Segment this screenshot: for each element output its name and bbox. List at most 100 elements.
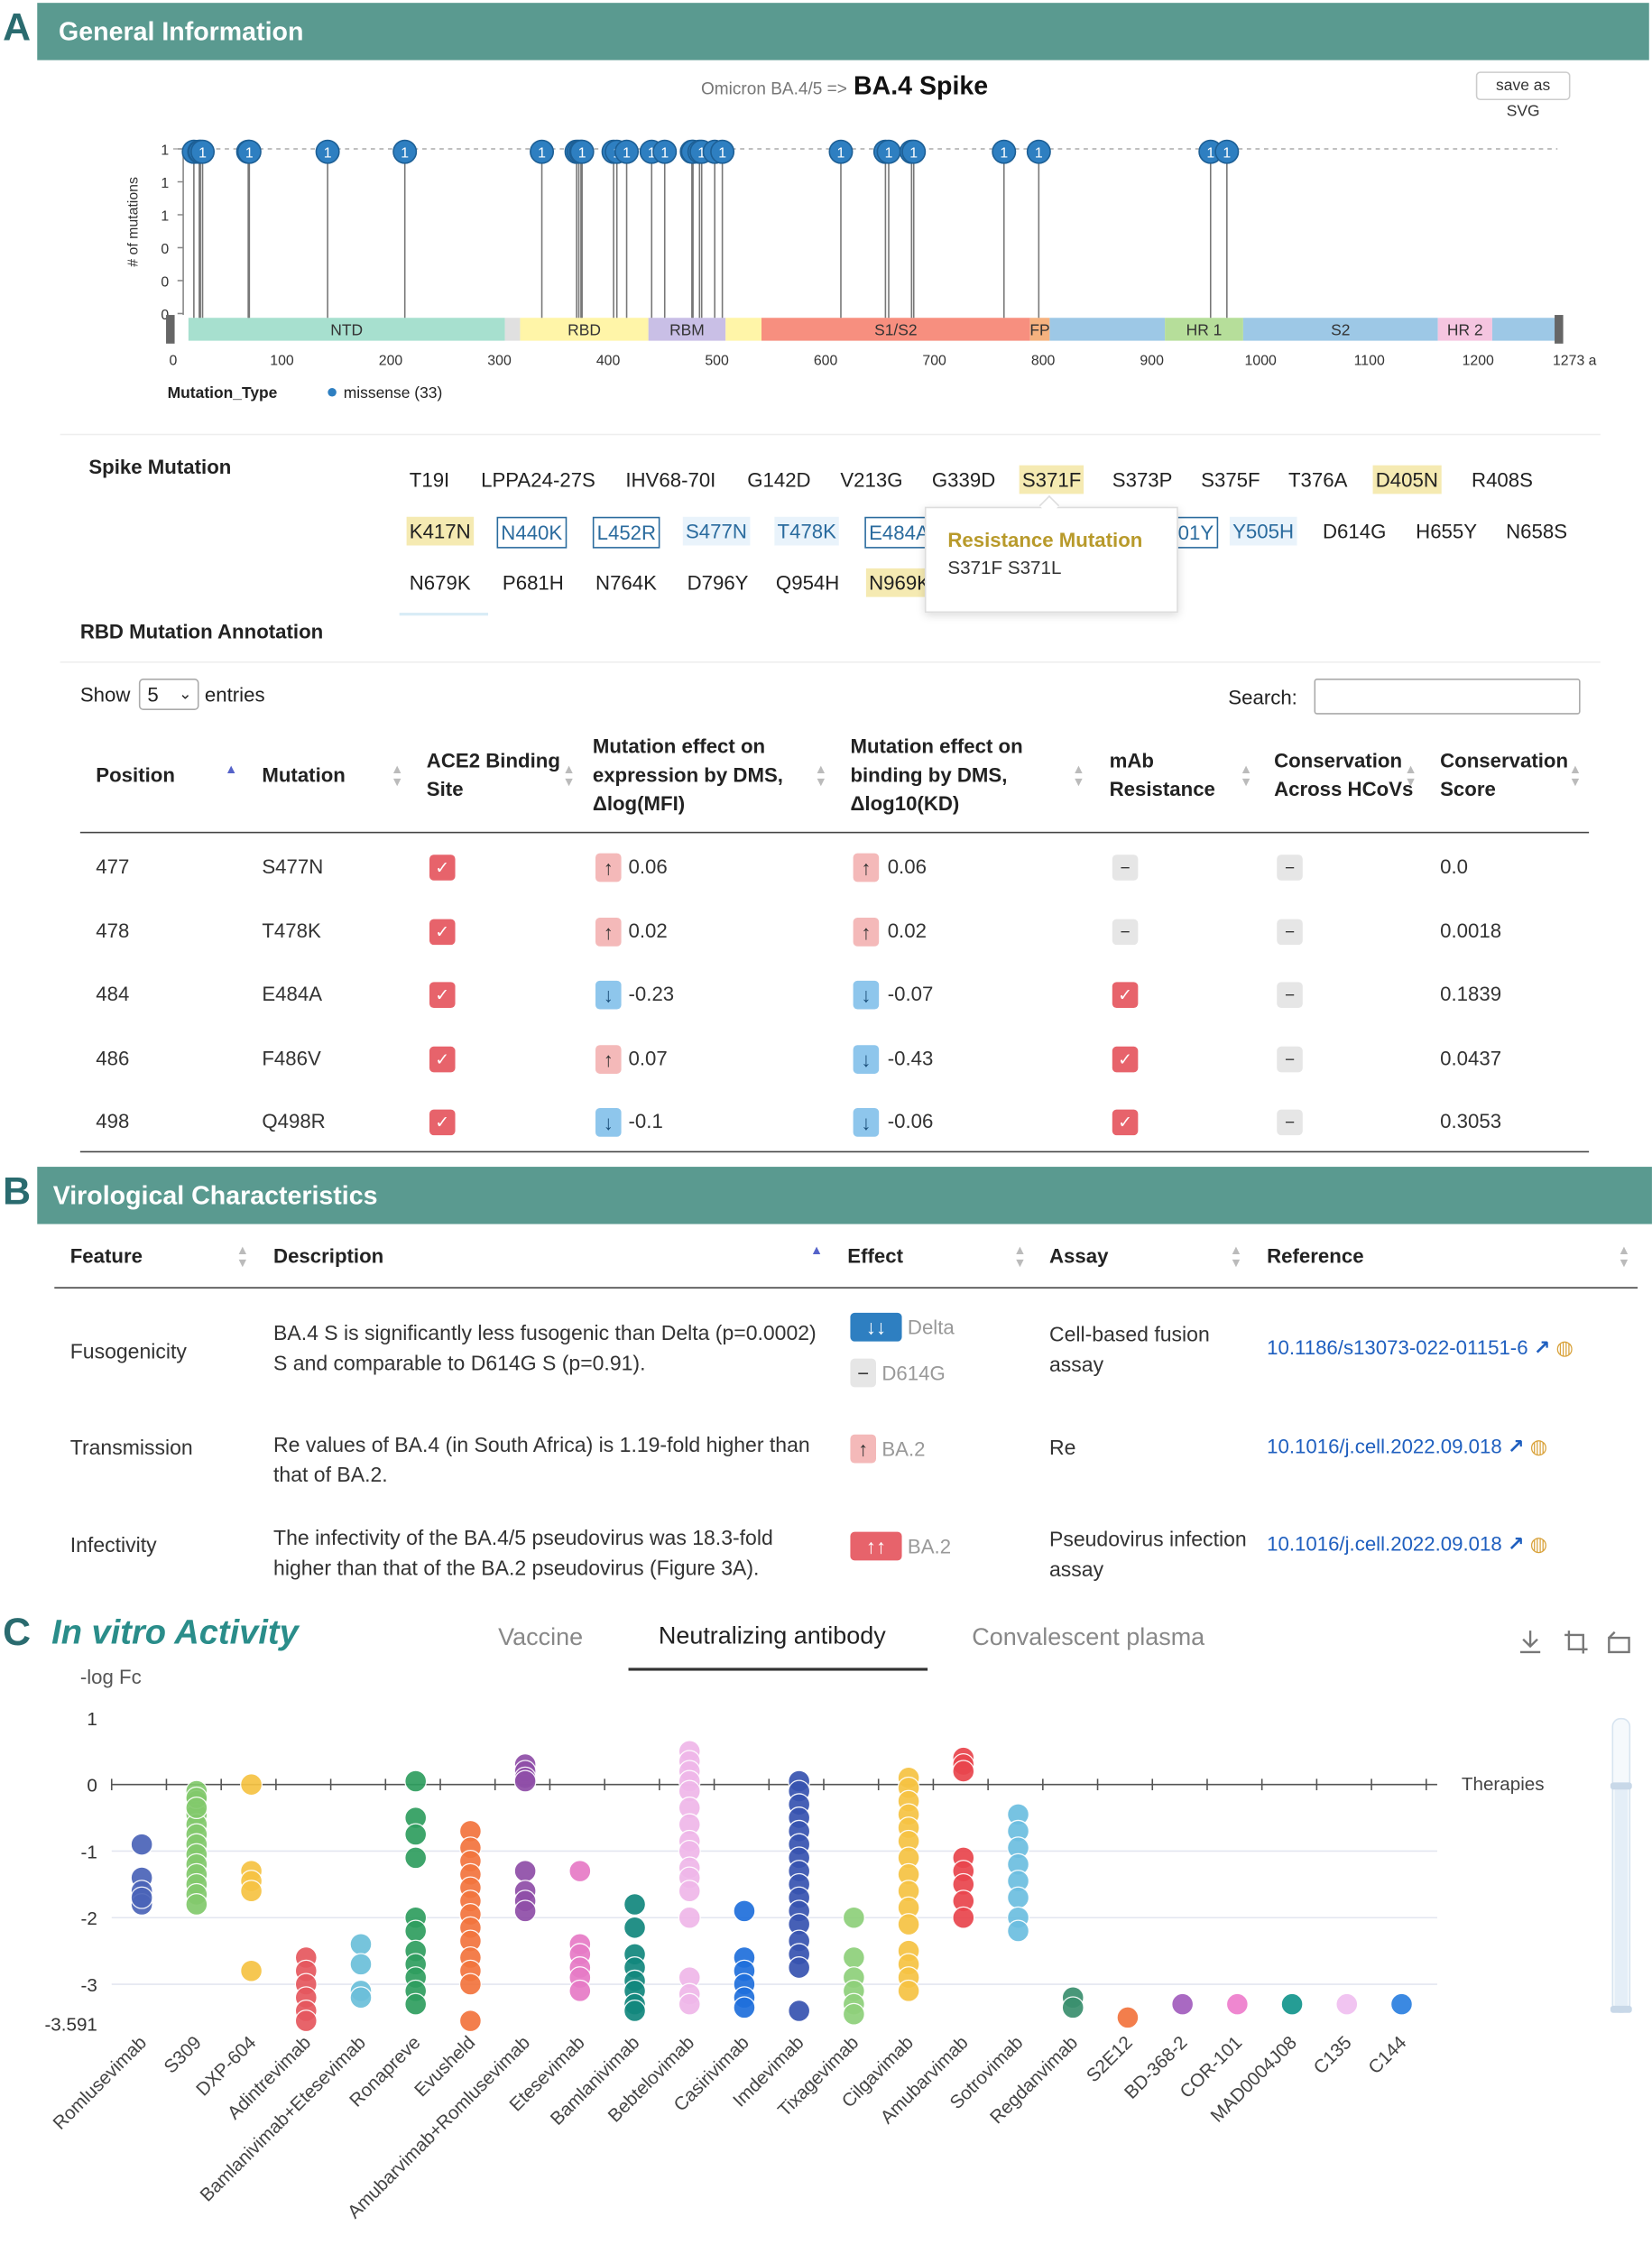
data-zoom-handle-bottom[interactable] bbox=[1610, 2005, 1632, 2013]
mutation-tag[interactable]: N440K bbox=[496, 516, 567, 549]
mutation-tag[interactable]: Q954H bbox=[775, 571, 840, 595]
reference-doi[interactable]: 10.1016/j.cell.2022.09.018 bbox=[1267, 1434, 1502, 1458]
sort-icon[interactable]: ▲ ▼ bbox=[1072, 762, 1085, 790]
activity-title: In vitro Activity bbox=[51, 1613, 299, 1653]
table-row[interactable]: 478 T478K ✓ ↑ 0.02 ↑ 0.02− −0.0018 bbox=[80, 899, 1589, 962]
data-zoom-slider[interactable] bbox=[1610, 1717, 1632, 2013]
reference-doi[interactable]: 10.1186/s13073-022-01151-6 bbox=[1267, 1335, 1528, 1359]
col-mutation[interactable]: Mutation bbox=[262, 762, 346, 787]
data-point bbox=[185, 1892, 208, 1917]
external-link-icon[interactable]: ↗ bbox=[1501, 1531, 1525, 1556]
col-feature[interactable]: Feature bbox=[69, 1243, 143, 1268]
data-point bbox=[788, 1956, 811, 1980]
sort-icon[interactable]: ▲ ▼ bbox=[1568, 762, 1583, 790]
scholar-icon[interactable]: ◍ bbox=[1524, 1531, 1548, 1556]
mutation-tag[interactable]: L452R bbox=[592, 516, 660, 549]
tab-neutralizing-antibody[interactable]: Neutralizing antibody bbox=[658, 1621, 886, 1649]
data-point bbox=[130, 1886, 153, 1909]
mutation-tag[interactable]: D614G bbox=[1323, 519, 1387, 543]
mutation-tag[interactable]: IHV68-70I bbox=[625, 467, 716, 492]
mutation-tag[interactable]: R408S bbox=[1472, 467, 1533, 492]
table-row[interactable]: 477 S477N ✓ ↑ 0.06 ↑ 0.06 − − 0.0 bbox=[80, 835, 1589, 898]
sort-icon[interactable]: ▲ ▼ bbox=[1239, 762, 1253, 790]
search-input[interactable] bbox=[1314, 679, 1581, 715]
zoom-select-icon[interactable] bbox=[1562, 1628, 1591, 1657]
data-point bbox=[404, 1992, 428, 2016]
col-conservation[interactable]: Conservation Across HCoVs bbox=[1274, 748, 1414, 800]
data-zoom-window[interactable] bbox=[1614, 1785, 1628, 2012]
mutation-tag[interactable]: S371F bbox=[1019, 465, 1084, 494]
scholar-icon[interactable]: ◍ bbox=[1524, 1434, 1548, 1458]
col-score[interactable]: Conservation Score bbox=[1440, 748, 1569, 800]
mutation-tag[interactable]: T478K bbox=[774, 516, 840, 546]
external-link-icon[interactable]: ↗ bbox=[1501, 1434, 1525, 1458]
sort-icon[interactable]: ▲ ▼ bbox=[562, 762, 576, 790]
mutation-tag[interactable]: S477N bbox=[682, 516, 751, 546]
mutation-tag[interactable]: G142D bbox=[747, 467, 811, 492]
col-position[interactable]: Position bbox=[96, 762, 175, 787]
reference-doi[interactable]: 10.1016/j.cell.2022.09.018 bbox=[1267, 1531, 1502, 1556]
col-reference[interactable]: Reference bbox=[1267, 1243, 1364, 1268]
mutation-tag[interactable]: N764K bbox=[595, 571, 657, 595]
external-link-icon[interactable]: ↗ bbox=[1527, 1335, 1551, 1359]
reference-link[interactable]: 10.1186/s13073-022-01151-6 ↗ ◍ bbox=[1267, 1335, 1574, 1360]
mutation-tag[interactable]: H655Y bbox=[1416, 519, 1478, 543]
mutation-tag[interactable]: P681H bbox=[502, 571, 564, 595]
sort-icon[interactable]: ▲ ▼ bbox=[391, 762, 404, 790]
x-tick-label: 300 bbox=[487, 354, 512, 369]
tab-vaccine[interactable]: Vaccine bbox=[498, 1623, 584, 1651]
data-point bbox=[678, 1992, 701, 2016]
tab-convalescent-plasma[interactable]: Convalescent plasma bbox=[972, 1623, 1205, 1651]
mutation-tag[interactable]: S375F bbox=[1201, 467, 1260, 492]
col-mab[interactable]: mAb Resistance bbox=[1109, 748, 1215, 800]
mutation-tag[interactable]: T376A bbox=[1287, 467, 1348, 492]
save-svg-button[interactable]: save as SVG bbox=[1475, 71, 1571, 120]
sort-asc-icon[interactable]: ▲ bbox=[810, 1243, 824, 1258]
chevron-down-icon: ⌄ bbox=[178, 685, 192, 704]
position-cell: 486 bbox=[96, 1046, 130, 1069]
download-icon[interactable] bbox=[1516, 1628, 1545, 1657]
mutation-tag[interactable]: D405N bbox=[1372, 465, 1442, 494]
binding-value: 0.02 bbox=[887, 918, 927, 942]
lollipop-count: 1 bbox=[885, 146, 893, 162]
description-cell: Re values of BA.4 (in South Africa) is 1… bbox=[273, 1434, 810, 1488]
mutation-tag[interactable]: N658S bbox=[1506, 519, 1568, 543]
zoom-reset-icon[interactable] bbox=[1605, 1628, 1634, 1657]
mutation-tag[interactable]: T19I bbox=[409, 467, 450, 492]
mutation-tag[interactable]: D796Y bbox=[687, 571, 749, 595]
mutation-tag[interactable]: E484A bbox=[864, 516, 934, 549]
legend-therapies: Therapies bbox=[1462, 1774, 1545, 1795]
col-effect[interactable]: Effect bbox=[847, 1243, 903, 1268]
sort-icon[interactable]: ▲ ▼ bbox=[1013, 1243, 1027, 1270]
sort-icon[interactable]: ▲ ▼ bbox=[1404, 762, 1417, 790]
tooltip-title: Resistance Mutation bbox=[947, 528, 1143, 551]
mutation-tag[interactable]: K417N bbox=[406, 516, 474, 546]
col-expression[interactable]: Mutation effect on expression by DMS, Δl… bbox=[592, 734, 783, 815]
mutation-tag[interactable]: LPPA24-27S bbox=[481, 467, 595, 492]
scholar-icon[interactable]: ◍ bbox=[1550, 1335, 1574, 1359]
reference-link[interactable]: 10.1016/j.cell.2022.09.018 ↗ ◍ bbox=[1267, 1532, 1547, 1557]
sort-icon[interactable]: ▲ ▼ bbox=[1617, 1243, 1631, 1270]
data-zoom-handle-top[interactable] bbox=[1610, 1782, 1632, 1790]
mutation-tag[interactable]: N679K bbox=[409, 571, 471, 595]
lollipop-head bbox=[530, 139, 555, 164]
mutation-tag[interactable]: V213G bbox=[840, 467, 903, 492]
table-row[interactable]: 498 Q498R ✓ ↓ -0.1 ↓ -0.06 ✓ − 0.3053 bbox=[80, 1090, 1589, 1153]
table-row[interactable]: 486 F486V ✓ ↑ 0.07 ↓ -0.43 ✓ − 0.0437 bbox=[80, 1026, 1589, 1089]
reference-link[interactable]: 10.1016/j.cell.2022.09.018 ↗ ◍ bbox=[1267, 1435, 1547, 1459]
mutation-tag[interactable]: G339D bbox=[931, 467, 996, 492]
sort-icon[interactable]: ▲ ▼ bbox=[1229, 1243, 1243, 1270]
col-assay[interactable]: Assay bbox=[1048, 1243, 1109, 1268]
mutation-tag[interactable]: S373P bbox=[1112, 467, 1173, 492]
sort-icon[interactable]: ▲ ▼ bbox=[814, 762, 827, 790]
mutation-tag[interactable]: Y505H bbox=[1229, 516, 1297, 546]
col-ace2[interactable]: ACE2 Binding Site bbox=[426, 748, 560, 800]
col-binding[interactable]: Mutation effect on binding by DMS, Δlog1… bbox=[850, 734, 1023, 815]
col-description[interactable]: Description bbox=[273, 1243, 384, 1268]
mutation-tag[interactable]: N969K bbox=[865, 568, 934, 597]
sort-icon[interactable]: ▲ ▼ bbox=[235, 1243, 249, 1270]
table-row[interactable]: 484 E484A ✓ ↓ -0.23 ↓ -0.07 ✓ −0.1839 bbox=[80, 962, 1589, 1025]
sort-asc-icon[interactable]: ▲ bbox=[225, 762, 238, 776]
entries-select[interactable]: 5 ⌄ bbox=[138, 679, 199, 710]
